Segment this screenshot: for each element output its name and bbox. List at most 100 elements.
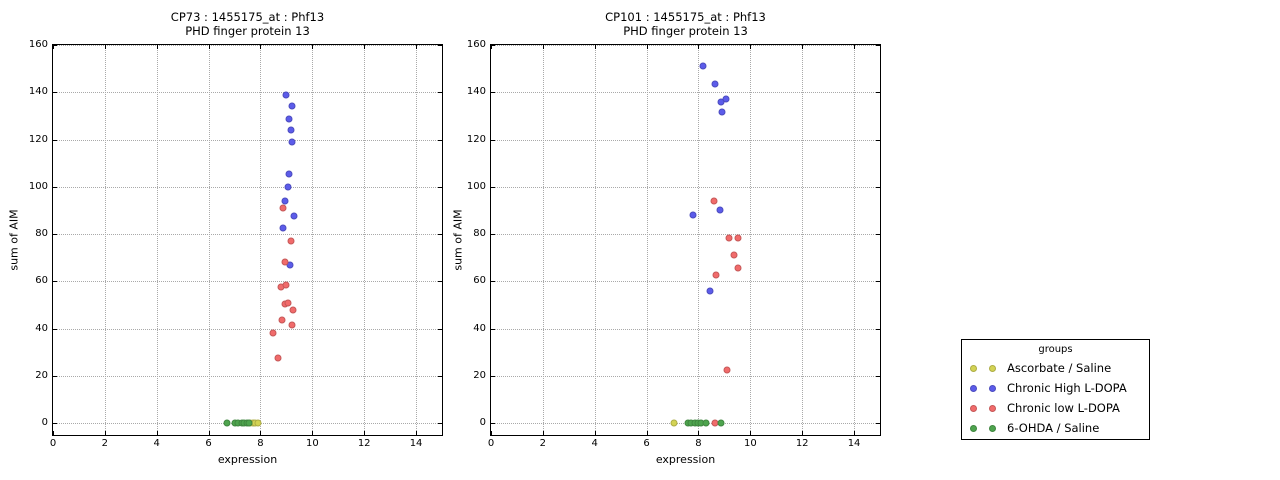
legend-item-label: Ascorbate / Saline [1007,361,1112,375]
x-tick-label-12: 12 [795,438,809,449]
y-tick-label-140: 140 [466,86,486,98]
data-point [282,91,290,99]
data-point [734,234,742,242]
data-point [723,366,731,374]
tick-bottom-2 [542,431,544,435]
x-tick-label-8: 8 [695,438,702,449]
legend-marker-icon [989,424,996,432]
tick-top-10 [750,45,752,49]
data-point [282,281,290,289]
gridline-x-4 [594,45,596,435]
data-point [734,264,742,272]
tick-bottom-6 [646,431,648,435]
data-point [730,251,738,259]
subplot-cp73-ylabel: sum of AIM [7,209,21,271]
data-point [290,212,298,220]
data-point [245,419,253,427]
tick-right-140 [876,92,880,94]
x-tick-label-2: 2 [101,438,109,449]
tick-left-140 [53,92,57,94]
data-point [279,204,286,212]
data-point [702,419,710,427]
data-point [285,115,293,123]
gridline-x-6 [208,45,210,435]
tick-right-20 [876,375,880,377]
tick-left-0 [491,423,495,425]
legend-item-0: Ascorbate / Saline [962,358,1149,378]
data-point [254,419,262,427]
tick-left-60 [491,281,495,283]
data-point [289,306,297,314]
subplot-cp73-title-line1: CP73 : 1455175_at : Phf13 [170,10,325,24]
y-tick-label-120: 120 [28,133,48,145]
x-tick-label-12: 12 [357,438,371,449]
tick-bottom-12 [364,431,366,435]
gridline-y-100 [491,186,880,188]
gridline-y-60 [53,281,442,283]
gridline-y-120 [491,139,880,141]
x-tick-label-10: 10 [743,438,757,449]
legend-marker-icon [989,384,996,392]
data-point [699,62,707,70]
tick-left-140 [491,92,495,94]
subplot-cp73-axes: 0 2 4 6 8 10 12 14 0 20 40 60 80 100 120 140 160 [29,40,443,449]
subplot-cp101-title-line2: PHD finger protein 13 [623,23,748,38]
subplot-cp101-ylabel: sum of AIM [451,209,465,271]
y-tick-label-60: 60 [35,275,48,287]
legend-marker-icon [989,364,996,372]
tick-bottom-10 [750,431,752,435]
y-tick-label-120: 120 [466,133,486,145]
data-point [725,234,733,242]
y-tick-label-20: 20 [35,369,48,381]
data-point [287,126,295,134]
gridline-x-4 [156,45,158,435]
tick-right-0 [438,423,442,425]
data-point [722,95,730,103]
legend-item-3: 6-OHDA / Saline [962,418,1149,438]
tick-left-80 [53,234,57,236]
data-point [710,197,718,205]
data-point [718,108,726,116]
tick-top-0 [491,45,492,49]
data-point [706,287,714,295]
gridline-y-60 [491,281,880,283]
tick-top-14 [416,45,418,49]
tick-bottom-8 [260,431,262,435]
gridline-x-12 [364,45,366,435]
x-tick-label-0: 0 [487,438,495,449]
subplot-cp73-xlabel: expression [217,453,278,466]
gridline-y-80 [53,234,442,236]
data-point [689,211,697,219]
data-point [279,224,287,232]
y-tick-label-20: 20 [473,369,486,381]
tick-top-12 [364,45,366,49]
tick-top-10 [312,45,314,49]
gridline-y-160 [491,45,880,46]
y-tick-label-160: 160 [28,39,48,50]
legend-item-label: Chronic low L-DOPA [1007,401,1120,415]
subplot-cp73-title: CP73 : 1455175_at : Phf13 PHD finger pro… [52,10,443,38]
x-tick-label-0: 0 [49,438,57,449]
tick-right-160 [876,45,880,46]
tick-right-160 [438,45,442,46]
gridline-y-160 [53,45,442,46]
tick-left-120 [491,139,495,141]
tick-left-100 [53,186,57,188]
data-point [281,258,289,266]
legend-marker-icon [970,364,977,372]
y-tick-label-40: 40 [35,322,48,334]
tick-top-4 [156,45,158,49]
tick-bottom-6 [208,431,210,435]
subplot-cp101-title: CP101 : 1455175_at : Phf13 PHD finger pr… [490,10,881,38]
tick-left-160 [491,45,495,46]
x-tick-label-14: 14 [409,438,423,449]
tick-top-6 [646,45,648,49]
data-point [285,170,293,178]
tick-right-120 [438,139,442,141]
tick-top-4 [594,45,596,49]
gridline-y-100 [53,186,442,188]
subplot-cp73-title-line2: PHD finger protein 13 [185,23,310,38]
tick-left-20 [491,375,495,377]
subplot-cp101-xlabel: expression [655,453,716,466]
